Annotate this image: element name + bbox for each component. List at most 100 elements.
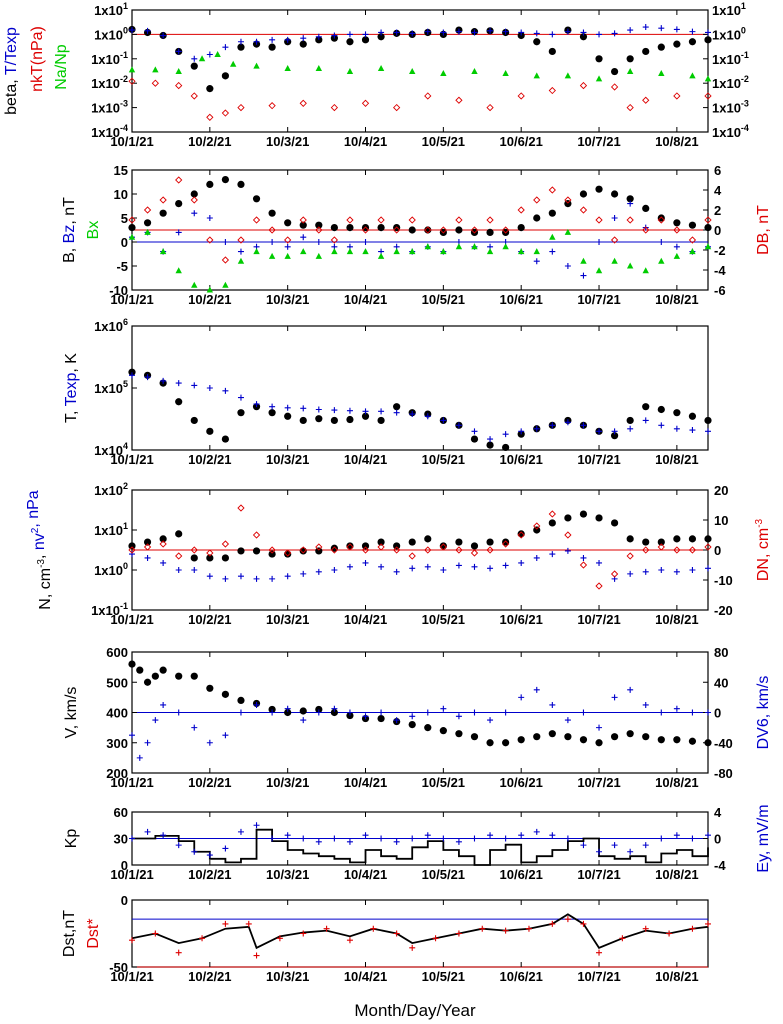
x-tick-label: 10/4/21 (344, 134, 387, 149)
data-point (502, 28, 509, 35)
data-point (626, 552, 634, 560)
y-tick-label: 400 (106, 706, 128, 721)
data-point (642, 733, 650, 741)
x-tick-label: 10/6/21 (500, 452, 543, 467)
data-point (502, 431, 509, 438)
data-point (486, 546, 494, 554)
data-point (143, 678, 152, 686)
data-point (362, 713, 369, 720)
data-point (479, 925, 486, 932)
data-point (159, 535, 167, 543)
y-tick-label: 20 (714, 483, 728, 498)
series-beta (128, 25, 712, 93)
data-point (143, 538, 152, 546)
data-point (268, 102, 276, 110)
x-tick-label: 10/2/21 (188, 134, 231, 149)
data-point (408, 721, 416, 729)
data-point (579, 561, 588, 569)
data-point (175, 842, 182, 849)
data-point (502, 739, 510, 747)
data-point (688, 236, 697, 244)
data-point (626, 103, 634, 112)
data-point (440, 835, 447, 842)
data-point (237, 103, 245, 112)
data-point (253, 401, 260, 408)
x-tick-label: 10/2/21 (188, 292, 231, 307)
data-point (642, 204, 650, 212)
data-point (206, 554, 214, 562)
data-point (245, 920, 252, 927)
data-point (128, 216, 136, 224)
data-point (704, 75, 712, 82)
data-point (346, 543, 354, 551)
data-point (222, 845, 229, 852)
data-point (455, 422, 462, 429)
data-point (487, 436, 494, 443)
data-point (300, 717, 307, 724)
data-point (502, 927, 509, 934)
data-point (159, 540, 167, 548)
data-point (159, 666, 167, 674)
data-point (300, 35, 307, 42)
data-point (206, 852, 213, 859)
data-point (346, 216, 354, 224)
data-point (378, 408, 385, 415)
data-point (409, 68, 416, 75)
data-point (705, 920, 711, 927)
data-point (409, 835, 416, 842)
data-point (658, 69, 665, 76)
panel-p6: 10/1/21 10/2/21 10/3/21 10/4/21 10/5/21 10/6/… (63, 804, 772, 882)
data-point (237, 394, 244, 401)
data-point (689, 925, 696, 932)
y-tick-label: -6 (714, 283, 726, 298)
data-point (595, 514, 603, 522)
data-point (455, 838, 462, 845)
data-point (129, 372, 135, 379)
x-tick-label: 10/4/21 (344, 452, 387, 467)
data-point (533, 526, 541, 534)
data-point (517, 736, 525, 744)
data-point (595, 267, 603, 274)
data-point (580, 709, 587, 716)
data-point (673, 40, 681, 48)
data-point (268, 209, 276, 217)
data-point (331, 407, 338, 414)
series-nkt-npa- (128, 77, 712, 121)
data-point (175, 380, 182, 387)
data-point (580, 842, 587, 849)
data-point (548, 86, 556, 95)
data-point (361, 546, 370, 554)
tick-label: 1x101 (94, 1, 128, 18)
data-point (252, 195, 261, 203)
data-point (253, 822, 260, 829)
data-point (610, 733, 619, 741)
x-tick-label: 10/5/21 (422, 969, 465, 984)
data-point (596, 559, 603, 566)
data-point (533, 686, 540, 693)
data-point (424, 832, 431, 839)
data-point (564, 531, 572, 539)
data-point (377, 538, 385, 546)
chart-layer: 10/1/21 10/2/21 10/3/21 10/4/21 10/5/21 10/6/… (3, 1, 772, 984)
data-point (128, 224, 136, 232)
data-point (346, 248, 354, 255)
plot-frame (131, 899, 709, 968)
data-point (346, 711, 354, 720)
data-point (346, 224, 354, 232)
data-point (611, 842, 618, 849)
series-dn (128, 504, 712, 590)
data-point (143, 206, 152, 214)
data-point (299, 221, 307, 229)
data-point (610, 570, 619, 578)
data-point (642, 47, 650, 56)
data-point (175, 672, 183, 680)
data-point (595, 216, 603, 224)
data-point (129, 937, 135, 944)
data-point (269, 709, 276, 716)
data-point (455, 96, 463, 104)
series-line (131, 913, 709, 950)
data-point (144, 374, 151, 381)
data-point (502, 709, 509, 716)
data-point (704, 416, 712, 425)
data-point (642, 403, 650, 411)
